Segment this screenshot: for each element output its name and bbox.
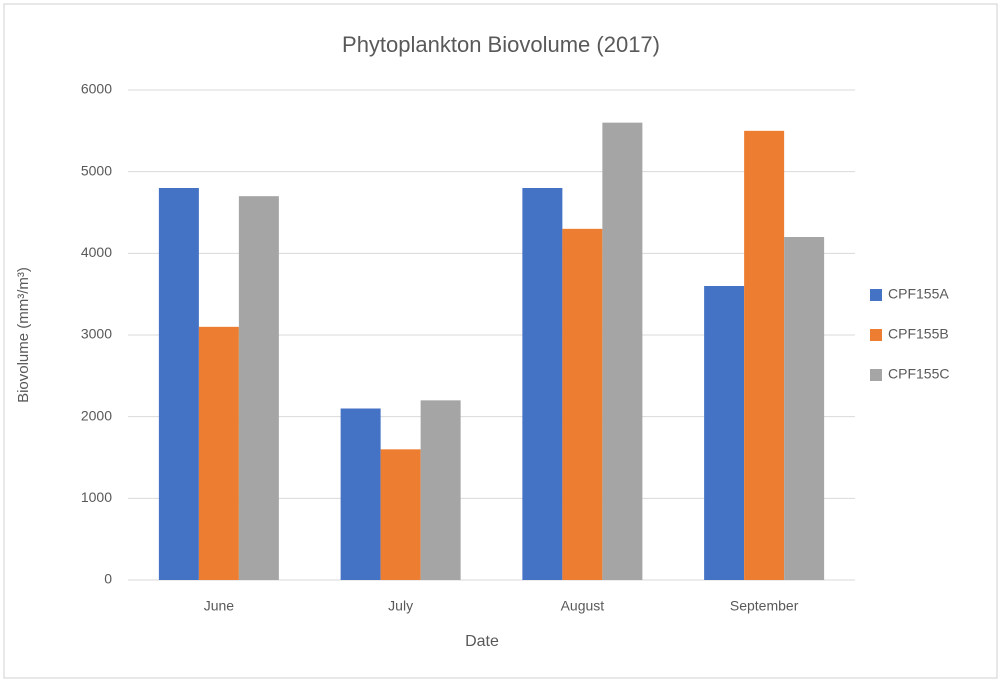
- x-axis-label: Date: [465, 633, 499, 650]
- chart-title: Phytoplankton Biovolume (2017): [342, 32, 660, 57]
- bar: [198, 326, 239, 580]
- bar: [238, 196, 279, 580]
- y-axis-label: Biovolume (mm³/m³): [15, 267, 32, 403]
- x-tick-label: August: [561, 598, 605, 614]
- legend-swatch: [870, 369, 882, 381]
- chart-border: [3, 3, 998, 679]
- y-tick-label: 4000: [81, 244, 112, 260]
- legend-swatch: [870, 289, 882, 301]
- bar: [704, 286, 745, 580]
- bar: [522, 188, 563, 580]
- legend-label: CPF155C: [888, 366, 949, 382]
- y-tick-label: 1000: [81, 489, 112, 505]
- legend-label: CPF155B: [888, 326, 949, 342]
- legend-label: CPF155A: [888, 286, 949, 302]
- x-tick-label: June: [204, 598, 235, 614]
- bar: [420, 400, 461, 580]
- bar: [562, 228, 603, 581]
- y-tick-label: 0: [104, 571, 112, 587]
- bar: [158, 188, 199, 580]
- x-tick-label: September: [730, 598, 799, 614]
- y-tick-label: 2000: [81, 407, 112, 423]
- bar: [602, 122, 643, 581]
- bar: [784, 237, 825, 580]
- y-tick-label: 6000: [81, 81, 112, 97]
- bar: [744, 130, 785, 581]
- legend-swatch: [870, 329, 882, 341]
- bar: [380, 449, 421, 580]
- y-tick-label: 3000: [81, 326, 112, 342]
- y-tick-label: 5000: [81, 162, 112, 178]
- bar: [340, 408, 381, 580]
- x-tick-label: July: [388, 598, 413, 614]
